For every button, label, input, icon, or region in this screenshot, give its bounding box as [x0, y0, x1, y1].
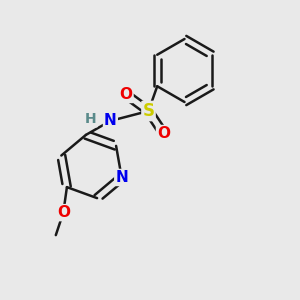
Text: H: H	[85, 112, 97, 126]
Text: O: O	[57, 205, 70, 220]
Text: O: O	[119, 87, 133, 102]
Text: N: N	[104, 113, 117, 128]
Text: N: N	[115, 170, 128, 185]
Text: O: O	[157, 126, 170, 141]
Text: S: S	[142, 102, 154, 120]
